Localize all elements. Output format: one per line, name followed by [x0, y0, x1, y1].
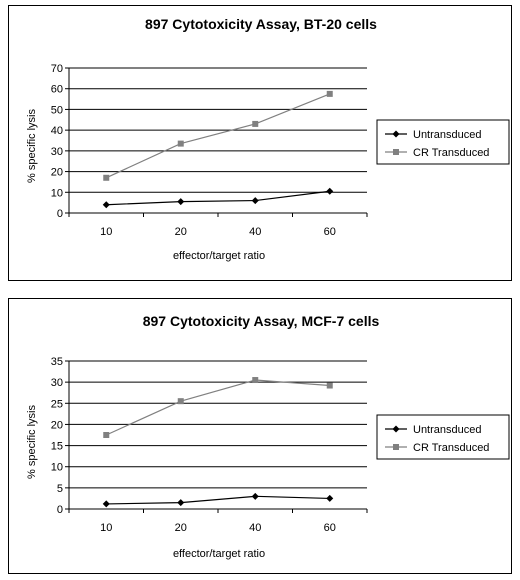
y-tick-label: 10: [51, 187, 63, 199]
y-tick-label: 70: [51, 63, 63, 75]
x-tick-label: 60: [324, 226, 336, 238]
y-tick-label: 30: [51, 146, 63, 158]
y-tick-label: 20: [51, 419, 63, 431]
y-tick-label: 50: [51, 104, 63, 116]
data-point: [102, 500, 110, 508]
data-point: [251, 197, 259, 205]
data-point: [252, 120, 259, 127]
legend-marker: [392, 425, 400, 433]
y-tick-label: 5: [57, 483, 63, 495]
y-tick-label: 0: [57, 208, 63, 220]
legend: Untransduced CR Transduced: [376, 414, 510, 460]
x-tick-label: 10: [100, 522, 112, 534]
y-tick-label: 40: [51, 125, 63, 137]
legend: Untransduced CR Transduced: [376, 119, 510, 165]
x-axis-label: effector/target ratio: [173, 548, 265, 560]
chart-bt20: 897 Cytotoxicity Assay, BT-20 cells 0 10 2…: [26, 16, 510, 262]
x-tick-label: 60: [324, 522, 336, 534]
x-tick-label: 10: [100, 226, 112, 238]
y-tick-label: 20: [51, 167, 63, 179]
y-tick-label: 25: [51, 398, 63, 410]
data-point: [177, 140, 184, 147]
plot-area: 0 10 20 30 40 50 60 70 10 20 40 60: [51, 63, 368, 238]
data-point: [177, 499, 185, 507]
data-point: [326, 494, 334, 502]
series-line-1: [106, 379, 330, 436]
y-axis-label: % specific lysis: [26, 405, 38, 479]
chart-mcf7: 897 Cytotoxicity Assay, MCF-7 cells 0 5 10…: [26, 313, 510, 560]
legend-marker: [393, 444, 399, 450]
legend-box: [376, 414, 510, 460]
legend-label: CR Transduced: [413, 147, 489, 159]
y-tick-label: 10: [51, 462, 63, 474]
series-line-1: [105, 93, 330, 179]
chart-panel-mcf7: 897 Cytotoxicity Assay, MCF-7 cells 0 5 10…: [8, 298, 512, 574]
chart-title: 897 Cytotoxicity Assay, MCF-7 cells: [143, 313, 380, 329]
y-tick-label: 30: [51, 377, 63, 389]
y-tick-label: 15: [51, 441, 63, 453]
legend-box: [376, 119, 510, 165]
data-point: [252, 377, 259, 384]
data-point: [251, 492, 259, 500]
data-point: [177, 198, 185, 206]
chart-title: 897 Cytotoxicity Assay, BT-20 cells: [145, 16, 377, 32]
legend-marker: [393, 149, 399, 155]
x-tick-label: 20: [175, 522, 187, 534]
legend-label: CR Transduced: [413, 442, 489, 454]
data-point: [326, 382, 333, 389]
series-line-0: [106, 495, 330, 505]
y-tick-label: 35: [51, 356, 63, 368]
series-line-0: [106, 190, 330, 206]
plot-area: 0 5 10 15 20 25 30 35 10 20 40 60: [51, 356, 368, 534]
data-point: [102, 201, 110, 209]
y-tick-label: 0: [57, 504, 63, 516]
data-point: [103, 432, 110, 438]
data-point: [326, 187, 334, 195]
y-axis-label: % specific lysis: [26, 109, 38, 183]
data-point: [177, 398, 184, 405]
legend-label: Untransduced: [413, 424, 482, 436]
x-tick-label: 40: [249, 226, 261, 238]
legend-label: Untransduced: [413, 129, 482, 141]
chart-panel-bt20: 897 Cytotoxicity Assay, BT-20 cells 0 10 2…: [8, 5, 512, 281]
x-axis-label: effector/target ratio: [173, 250, 265, 262]
legend-marker: [392, 130, 400, 138]
data-point: [326, 90, 333, 97]
x-tick-label: 20: [175, 226, 187, 238]
y-tick-label: 60: [51, 84, 63, 96]
data-point: [103, 174, 110, 181]
x-tick-label: 40: [249, 522, 261, 534]
